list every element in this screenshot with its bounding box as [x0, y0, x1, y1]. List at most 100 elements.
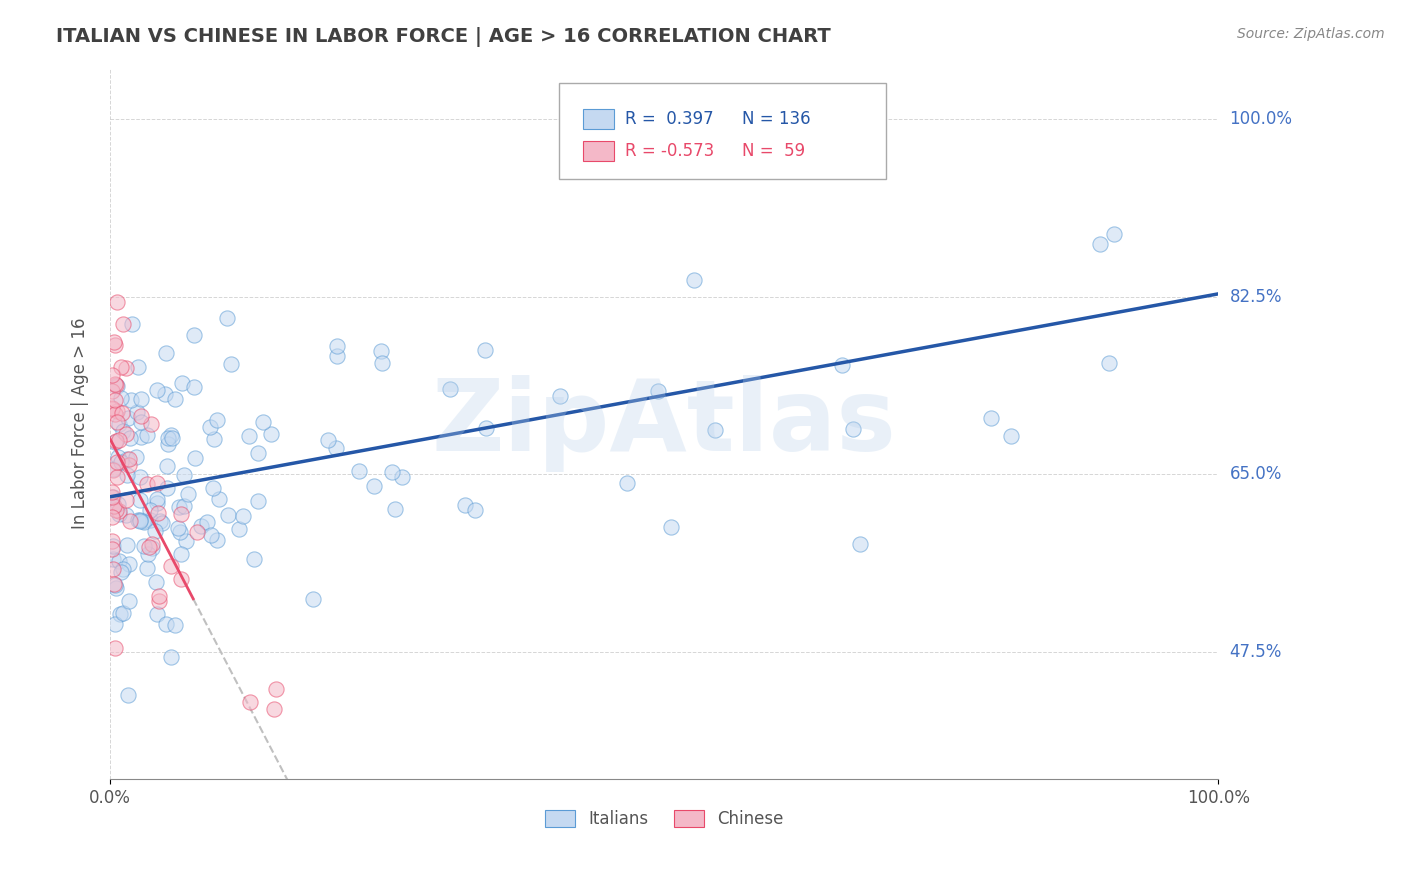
- Point: [107, 433, 129, 447]
- Point: [238, 428, 260, 442]
- Point: [325, 442, 347, 456]
- Point: [156, 481, 179, 495]
- Point: [831, 358, 853, 372]
- Point: [148, 593, 170, 607]
- Point: [219, 357, 242, 371]
- Text: ZipAtlas: ZipAtlas: [432, 376, 897, 472]
- Point: [169, 525, 191, 540]
- Point: [146, 491, 169, 506]
- Y-axis label: In Labor Force | Age > 16: In Labor Force | Age > 16: [72, 318, 89, 530]
- Point: [170, 572, 193, 586]
- Point: [215, 310, 238, 325]
- Point: [141, 541, 163, 556]
- Point: [104, 434, 127, 448]
- Point: [371, 356, 394, 370]
- Point: [176, 487, 198, 501]
- Point: [104, 435, 127, 450]
- Point: [170, 376, 193, 391]
- Point: [198, 419, 221, 434]
- Point: [111, 562, 134, 576]
- Text: N =  59: N = 59: [742, 142, 806, 160]
- Point: [129, 392, 152, 406]
- Point: [205, 533, 228, 547]
- Point: [101, 463, 124, 477]
- Point: [118, 594, 141, 608]
- Point: [104, 578, 127, 592]
- Point: [170, 508, 193, 522]
- Point: [145, 574, 167, 589]
- Point: [174, 533, 197, 548]
- Point: [326, 349, 349, 363]
- Point: [156, 431, 179, 445]
- Point: [704, 423, 727, 437]
- Point: [183, 380, 205, 394]
- Point: [101, 542, 124, 557]
- Text: 100.0%: 100.0%: [1230, 111, 1292, 128]
- Point: [173, 500, 195, 514]
- Point: [647, 384, 669, 399]
- Point: [200, 528, 222, 542]
- Point: [683, 273, 706, 287]
- Point: [155, 616, 177, 631]
- Point: [217, 508, 239, 523]
- FancyBboxPatch shape: [583, 141, 614, 161]
- Point: [117, 688, 139, 702]
- Point: [103, 500, 125, 514]
- Point: [548, 389, 571, 403]
- Point: [118, 514, 141, 528]
- Point: [312, 782, 335, 797]
- Point: [139, 503, 162, 517]
- Point: [105, 581, 128, 595]
- Point: [247, 446, 270, 460]
- FancyBboxPatch shape: [560, 83, 886, 178]
- Point: [129, 514, 152, 528]
- Point: [138, 541, 160, 555]
- Point: [186, 525, 208, 540]
- Point: [1088, 236, 1111, 251]
- Point: [384, 502, 406, 516]
- Point: [153, 387, 176, 401]
- Point: [849, 536, 872, 550]
- Point: [127, 405, 149, 419]
- Point: [103, 552, 125, 566]
- Point: [112, 607, 135, 621]
- Point: [170, 547, 193, 561]
- Point: [101, 402, 124, 417]
- Point: [160, 650, 183, 665]
- Point: [101, 562, 124, 576]
- Point: [111, 406, 134, 420]
- Point: [110, 455, 132, 469]
- Point: [107, 403, 129, 417]
- Point: [160, 427, 183, 442]
- Point: [129, 513, 152, 527]
- Point: [104, 641, 127, 656]
- Point: [132, 539, 155, 553]
- Point: [108, 554, 131, 568]
- Point: [160, 559, 183, 574]
- Point: [104, 376, 127, 391]
- Point: [454, 498, 477, 512]
- Point: [120, 431, 142, 445]
- Point: [156, 459, 179, 474]
- Point: [107, 507, 129, 521]
- Point: [111, 424, 134, 438]
- Point: [136, 427, 159, 442]
- Point: [104, 338, 127, 352]
- Point: [104, 377, 127, 392]
- Point: [202, 481, 225, 495]
- Point: [101, 485, 124, 500]
- Point: [347, 464, 370, 478]
- Point: [114, 426, 136, 441]
- Point: [183, 328, 205, 343]
- Point: [115, 451, 138, 466]
- Point: [108, 417, 131, 432]
- Point: [464, 503, 486, 517]
- Point: [326, 339, 349, 353]
- Point: [105, 469, 128, 483]
- Point: [474, 421, 496, 435]
- Point: [132, 516, 155, 530]
- Point: [125, 450, 148, 465]
- Point: [146, 506, 169, 520]
- Point: [107, 450, 129, 465]
- Point: [139, 513, 162, 527]
